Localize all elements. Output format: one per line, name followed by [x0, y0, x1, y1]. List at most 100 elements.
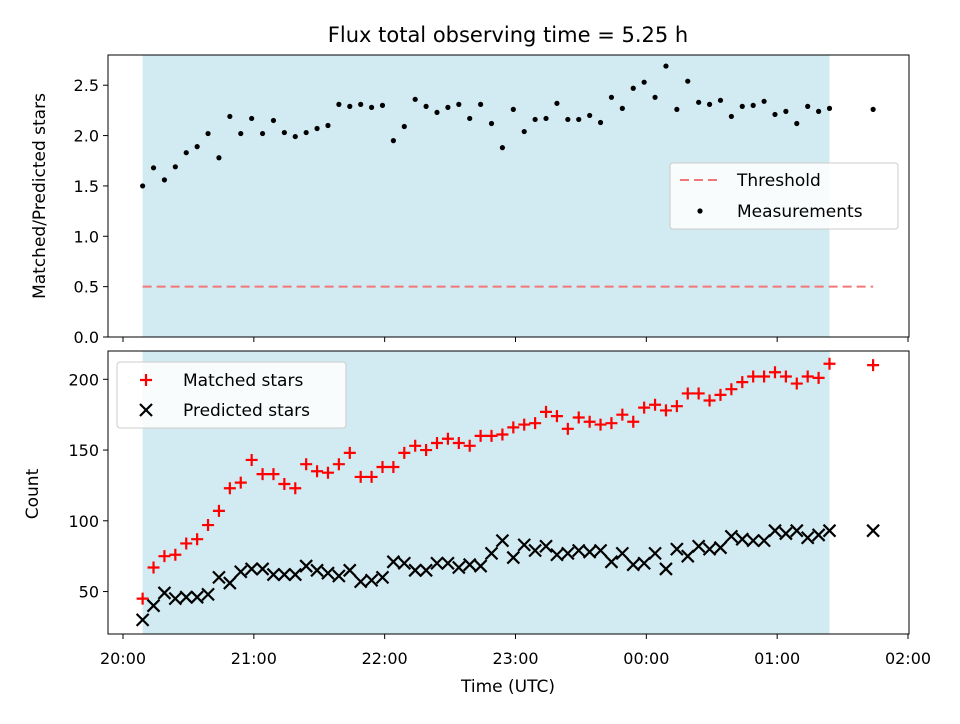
measurement-point: [641, 79, 647, 85]
predicted-point: [790, 523, 804, 538]
measurement-point: [249, 115, 255, 122]
measurement-point: [434, 109, 440, 116]
measurement-point: [783, 108, 789, 114]
matched-point: [714, 388, 727, 401]
bottom-y-tick-label: 200: [68, 370, 99, 389]
measurement-point: [390, 138, 396, 144]
predicted-point: [299, 559, 313, 573]
matched-point: [365, 470, 378, 483]
bottom-y-ticks: 50 100 150 200: [68, 370, 108, 602]
measurement-point: [412, 96, 418, 102]
bottom-y-tick-label: 150: [68, 441, 99, 460]
bottom-legend: Matched stars Predicted stars: [116, 361, 347, 429]
matched-point: [191, 533, 204, 546]
matched-point: [627, 415, 640, 428]
matched-point: [452, 436, 465, 449]
legend-matched-label: Matched stars: [183, 371, 303, 391]
predicted-point: [201, 587, 215, 602]
predicted-point: [441, 556, 455, 571]
measurement-point: [630, 85, 636, 91]
measurement-point: [423, 103, 429, 109]
matched-point: [518, 418, 531, 431]
predicted-point: [735, 532, 750, 546]
top-legend: Threshold Measurements: [669, 162, 899, 230]
bottom-legend-box: [116, 361, 347, 429]
predicted-point: [713, 540, 728, 555]
x-tick-label: 02:00: [885, 649, 931, 668]
measurement-point: [314, 125, 320, 132]
predicted-point: [233, 564, 248, 579]
matched-point: [779, 370, 792, 383]
measurement-point: [532, 116, 538, 123]
measurement-point: [216, 155, 222, 161]
matched-point: [507, 421, 520, 434]
measurement-point: [543, 115, 549, 122]
matched-point: [169, 548, 182, 561]
predicted-point: [255, 562, 270, 576]
matched-point: [692, 387, 705, 400]
bottom-plot-frame: [107, 350, 910, 635]
predicted-point: [670, 542, 684, 556]
matched-point: [180, 537, 193, 550]
measurement-point: [761, 98, 767, 104]
matched-point: [387, 461, 400, 474]
matched-point: [670, 400, 683, 413]
predicted-point: [593, 543, 608, 558]
measurement-point: [358, 101, 364, 107]
legend-predicted-label: Predicted stars: [183, 401, 310, 421]
predicted-point: [571, 543, 586, 558]
matched-point: [158, 550, 171, 563]
predicted-point: [179, 590, 194, 604]
predicted-point: [768, 523, 782, 538]
matched-point: [529, 417, 542, 430]
measurement-point: [554, 100, 560, 106]
matched-point: [321, 466, 334, 479]
legend-predicted-swatch: [139, 403, 153, 417]
measurement-point: [576, 116, 582, 123]
matched-point: [736, 376, 749, 389]
matched-point: [463, 439, 476, 452]
matched-point: [409, 439, 422, 452]
top-y-tick-label: 2.5: [74, 76, 99, 95]
predicted-point: [343, 563, 357, 578]
measurement-point: [521, 128, 527, 135]
matched-point: [147, 561, 160, 574]
measurement-point: [270, 117, 277, 124]
matched-point: [659, 404, 672, 417]
matched-point: [496, 428, 509, 441]
predicted-point: [212, 570, 226, 585]
predicted-point: [648, 546, 662, 561]
measurement-point: [205, 130, 211, 137]
predicted-point: [811, 528, 826, 542]
bottom-y-axis-label: Count: [23, 468, 43, 519]
matched-point: [202, 519, 215, 532]
predicted-point: [517, 538, 531, 552]
predicted-point: [397, 556, 412, 571]
matched-point: [223, 482, 236, 495]
top-y-tick-label: 1.0: [74, 227, 99, 246]
measurement-point: [619, 105, 625, 111]
matched-point: [758, 370, 771, 383]
matched-points: [136, 357, 880, 605]
predicted-point: [310, 563, 324, 578]
matched-point: [245, 453, 258, 466]
measurement-point: [325, 122, 331, 129]
measurement-point: [663, 63, 669, 69]
predicted-point: [386, 555, 401, 569]
x-tick-label: 22:00: [362, 649, 408, 668]
measurement-point: [336, 101, 342, 107]
predicted-point: [550, 547, 564, 562]
predicted-point: [779, 526, 793, 541]
matched-point: [332, 458, 345, 471]
matched-point: [867, 359, 880, 372]
matched-point: [594, 418, 607, 431]
predicted-point: [637, 556, 651, 571]
matched-point: [616, 408, 629, 421]
bottom-x-ticks: 20:00 21:00 22:00 23:00 00:00 01:00 02:00: [100, 634, 931, 668]
legend-measurements-swatch: [697, 208, 703, 214]
measurement-point: [281, 129, 287, 136]
top-y-tick-label: 1.5: [74, 177, 99, 196]
measurement-point: [150, 165, 157, 171]
predicted-point: [473, 559, 488, 573]
